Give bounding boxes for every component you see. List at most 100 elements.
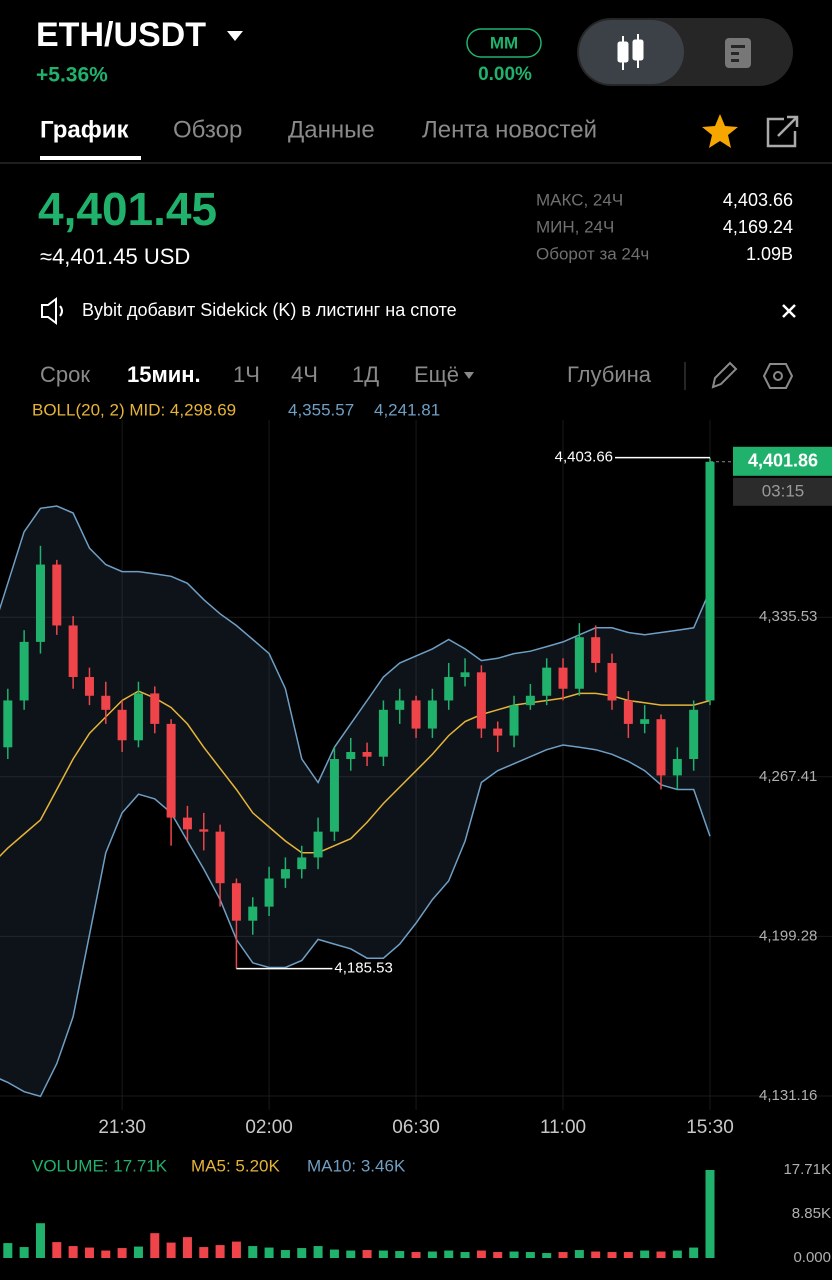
boll-lower-legend: 4,241.81 — [374, 400, 440, 419]
candle-body — [525, 695, 535, 706]
boll-mid — [0, 690, 711, 858]
volume-bar — [640, 1250, 650, 1258]
interval[interactable]: 15мин. — [127, 362, 201, 387]
last-price-label: 4,401.86 — [748, 451, 818, 471]
candle-body — [427, 700, 437, 729]
candle-body — [35, 564, 45, 642]
candle-body — [656, 719, 666, 776]
candle-body — [329, 759, 339, 832]
candle-body — [117, 709, 127, 741]
pair-dropdown[interactable] — [227, 31, 243, 41]
stat-label: МАКС, 24Ч — [536, 190, 623, 209]
volume-bar — [689, 1247, 699, 1258]
candle-body — [378, 709, 388, 757]
volume-bar — [231, 1241, 241, 1258]
y-tick-label: 4,131.16 — [759, 1087, 817, 1104]
doc-icon[interactable] — [725, 38, 751, 68]
stat-label: Оборот за 24ч — [536, 244, 649, 263]
volume-bar — [558, 1252, 568, 1258]
change: +5.36% — [36, 64, 108, 87]
candle-body — [493, 728, 503, 736]
tab[interactable]: Лента новостей — [422, 116, 597, 143]
volume-bar — [542, 1253, 552, 1258]
volume-bar — [378, 1250, 388, 1258]
volume-bar — [346, 1250, 356, 1258]
candle-body — [460, 672, 470, 678]
ma5-legend: MA5: 5.20K — [191, 1156, 280, 1175]
interval[interactable]: 4Ч — [291, 362, 318, 387]
interval[interactable]: Ещё — [414, 362, 459, 387]
volume-bar — [280, 1250, 290, 1258]
pencil-icon[interactable] — [711, 361, 738, 389]
candle-body — [199, 829, 209, 832]
candle-body — [672, 759, 682, 776]
volume-bar — [329, 1249, 339, 1258]
candle-body — [689, 709, 699, 760]
tab-underline — [40, 156, 141, 160]
candle-body — [362, 751, 372, 757]
candle-body — [297, 857, 307, 870]
volume-bar — [574, 1250, 584, 1258]
volume-bar — [297, 1248, 307, 1258]
x-tick-label: 21:30 — [98, 1117, 146, 1138]
depth[interactable]: Глубина — [567, 362, 652, 387]
x-tick-label: 06:30 — [392, 1117, 440, 1138]
candle-body — [476, 672, 486, 729]
volume-bar — [3, 1243, 13, 1258]
high-label: 4,403.66 — [555, 449, 613, 466]
x-tick-label: 11:00 — [540, 1117, 586, 1138]
x-tick-label: 02:00 — [245, 1117, 293, 1138]
candle-body — [84, 677, 94, 696]
candle-body — [166, 723, 176, 818]
last-price-box — [733, 446, 832, 476]
last-price: 4,401.45 — [38, 183, 217, 235]
candle-body — [215, 831, 225, 884]
mm-badge[interactable]: MM — [490, 33, 518, 52]
candle-body — [133, 693, 143, 741]
volume-bar — [117, 1248, 127, 1258]
candle-body — [509, 705, 519, 736]
volume-bar — [19, 1247, 29, 1258]
volume-bar — [509, 1251, 519, 1258]
close-icon[interactable] — [782, 304, 796, 318]
chart-view-button[interactable] — [579, 20, 684, 84]
volume-bar — [427, 1251, 437, 1258]
candle-body — [182, 817, 192, 830]
low-label: 4,185.53 — [334, 960, 392, 977]
volume-bar — [150, 1233, 160, 1258]
countdown: 03:15 — [762, 481, 805, 500]
y-tick-label: 4,267.41 — [759, 768, 817, 785]
favorite-star[interactable] — [702, 114, 738, 148]
volume-bar — [264, 1247, 274, 1258]
tab[interactable]: Обзор — [173, 116, 242, 143]
candle-body — [558, 667, 568, 689]
announcement[interactable]: Bybit добавит Sidekick (K) в листинг на … — [82, 300, 457, 320]
ma10-legend: MA10: 3.46K — [307, 1156, 406, 1175]
volume-tick-label: 8.85K — [792, 1205, 831, 1222]
volume-bar — [493, 1252, 503, 1258]
mm-pill[interactable] — [466, 28, 542, 58]
settings-icon[interactable] — [762, 363, 794, 389]
candle-body — [101, 695, 111, 710]
candle-body — [19, 641, 29, 701]
candle-body — [248, 906, 258, 921]
volume-bar — [101, 1250, 111, 1258]
volume-bar — [591, 1251, 601, 1258]
candle-body — [52, 564, 62, 626]
candle-body — [623, 700, 633, 724]
interval[interactable]: 1Д — [352, 362, 379, 387]
pair[interactable]: ETH/USDT — [36, 16, 206, 54]
mm-value: 0.00% — [478, 64, 532, 85]
volume-bar — [444, 1250, 454, 1258]
tab[interactable]: График — [40, 116, 129, 143]
candle-body — [444, 677, 454, 701]
candle-body — [313, 831, 323, 858]
boll-upper-legend: 4,355.57 — [288, 400, 354, 419]
candle-body — [150, 693, 160, 724]
interval[interactable]: 1Ч — [233, 362, 260, 387]
tab[interactable]: Данные — [288, 116, 375, 143]
share-icon[interactable] — [766, 115, 799, 148]
y-tick-label: 4,199.28 — [759, 927, 817, 944]
